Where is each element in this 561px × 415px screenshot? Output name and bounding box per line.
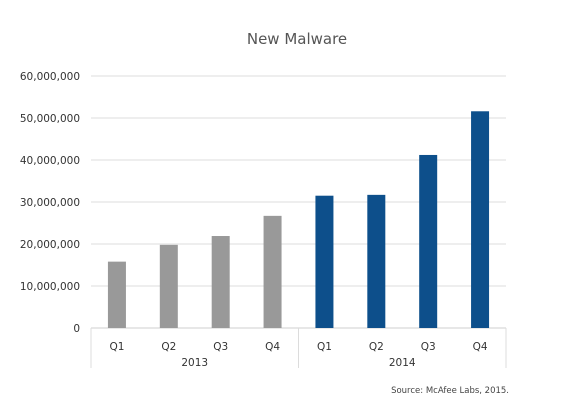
bar [159, 244, 178, 328]
chart-title: New Malware [246, 30, 348, 48]
y-tick-label: 60,000,000 [20, 71, 80, 83]
y-tick-label: 0 [73, 323, 80, 335]
bar [471, 111, 490, 328]
bar [419, 154, 438, 328]
y-tick-label: 30,000,000 [20, 197, 80, 209]
y-tick-label: 10,000,000 [20, 281, 80, 293]
x-tick-label: Q3 [213, 341, 228, 353]
group-label: 2014 [389, 357, 416, 369]
x-tick-label: Q2 [161, 341, 176, 353]
x-tick-label: Q3 [421, 341, 436, 353]
bar [315, 195, 334, 328]
x-tick-label: Q4 [473, 341, 488, 353]
x-tick-label: Q2 [369, 341, 384, 353]
x-tick-label: Q1 [317, 341, 332, 353]
bar [367, 194, 386, 328]
x-tick-label: Q1 [109, 341, 124, 353]
bar [263, 215, 282, 328]
y-tick-label: 50,000,000 [20, 113, 80, 125]
group-label: 2013 [181, 357, 208, 369]
y-tick-label: 40,000,000 [20, 155, 80, 167]
bar [211, 236, 230, 328]
y-tick-label: 20,000,000 [20, 239, 80, 251]
x-tick-label: Q4 [265, 341, 280, 353]
bar [107, 261, 126, 328]
source-note: Source: McAfee Labs, 2015. [391, 386, 509, 396]
